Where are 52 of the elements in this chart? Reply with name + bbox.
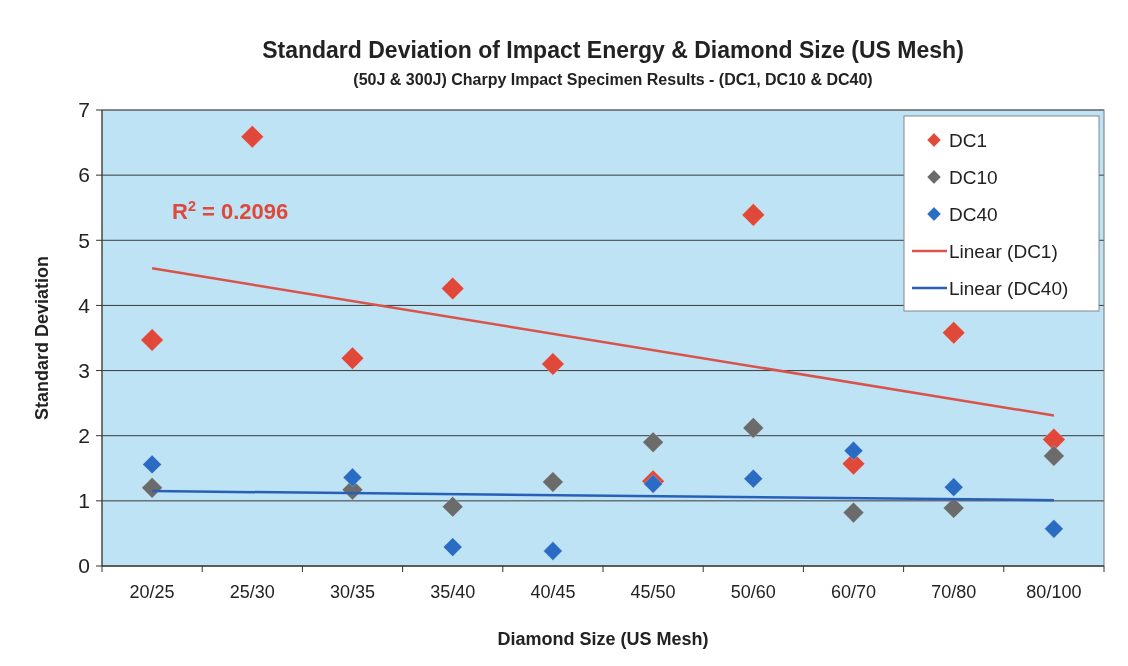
y-tick-label: 5 — [78, 228, 90, 252]
point — [743, 469, 763, 489]
point — [141, 477, 163, 499]
x-tick-label: 70/80 — [931, 582, 977, 602]
point — [942, 321, 966, 345]
legend-label: Linear (DC40) — [949, 277, 1069, 299]
x-tick-label: 25/30 — [229, 582, 275, 602]
y-tick-label: 4 — [78, 293, 91, 317]
point — [842, 502, 865, 524]
point — [340, 346, 365, 370]
x-tick-label: 45/50 — [630, 582, 676, 602]
point — [1044, 519, 1064, 539]
point — [140, 328, 164, 352]
annotation: R$^{2}$ = 0.2096 — [172, 198, 289, 224]
x-tick-label: 20/25 — [129, 582, 175, 602]
point — [843, 441, 864, 461]
legend-label: DC40 — [949, 203, 998, 225]
x-tick-label: 35/40 — [430, 582, 476, 602]
point — [442, 496, 464, 518]
y-tick-label: 7 — [78, 98, 90, 122]
y-tick-label: 3 — [78, 358, 90, 382]
point — [542, 471, 564, 493]
point — [541, 352, 565, 376]
point — [240, 125, 264, 149]
point — [742, 417, 764, 439]
x-tick-label: 40/45 — [530, 582, 576, 602]
point — [443, 537, 463, 557]
y-tick-label: 2 — [78, 424, 90, 448]
y-tick-label: 1 — [78, 489, 90, 513]
legend-label: DC10 — [949, 166, 998, 188]
point — [643, 474, 663, 494]
y-axis-title: Standard Deviation — [32, 255, 52, 421]
x-tick-label: 30/35 — [329, 582, 376, 602]
y-tick-label: 0 — [78, 554, 90, 578]
point — [944, 477, 964, 497]
chart-subtitle: (50J & 300J) Charpy Impact Specimen Results - (DC1, DC10 & DC40) — [353, 71, 873, 88]
y-tick-label: 6 — [78, 163, 90, 187]
point — [342, 467, 363, 488]
legend-label: Linear (DC1) — [949, 240, 1058, 262]
chart-title: Standard Deviation of Impact Energy & Diamond Size (US Mesh) — [262, 37, 964, 63]
x-tick-label: 60/70 — [830, 582, 877, 602]
point — [1043, 445, 1065, 467]
point — [642, 431, 664, 453]
x-tick-label: 50/60 — [730, 582, 776, 602]
point — [943, 497, 965, 519]
x-axis-title: Diamond Size (US Mesh) — [497, 629, 709, 649]
point — [142, 454, 162, 475]
legend-label: DC1 — [949, 129, 988, 151]
point — [741, 203, 765, 227]
point — [543, 541, 563, 561]
x-tick-label: 80/100 — [1026, 582, 1082, 602]
point — [441, 276, 465, 301]
